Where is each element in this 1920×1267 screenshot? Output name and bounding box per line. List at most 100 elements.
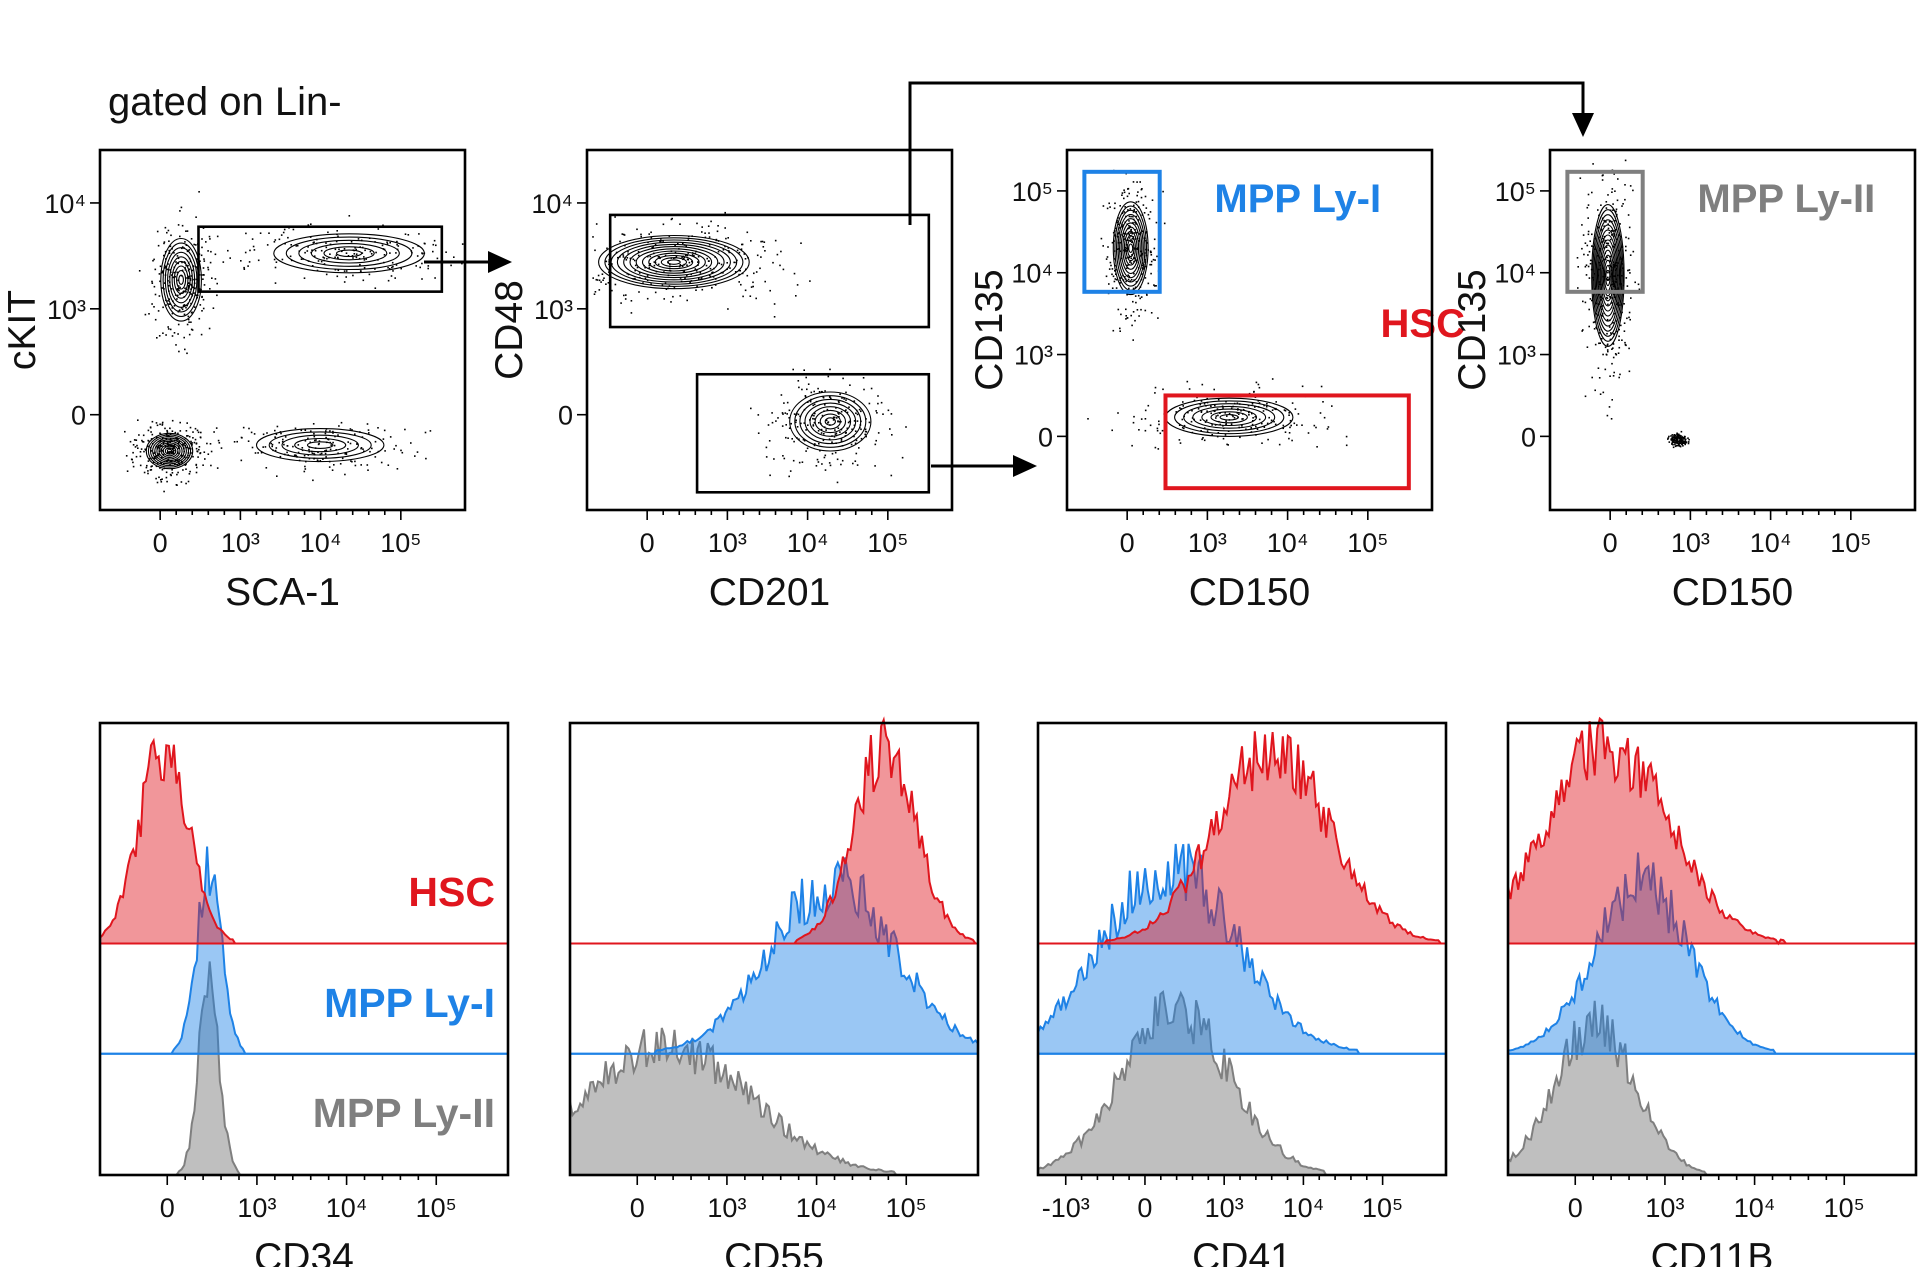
x-tick-label: 0 [630, 1193, 645, 1223]
event-dot [161, 424, 164, 426]
contour-line [145, 432, 194, 470]
event-dot [1134, 259, 1137, 262]
event-dot [192, 455, 194, 458]
event-dot [186, 323, 189, 326]
event-dot [154, 293, 157, 296]
event-dot [1248, 411, 1250, 414]
event-dot [176, 288, 179, 290]
event-dot [386, 243, 389, 245]
event-dot [318, 440, 321, 442]
event-dot [724, 245, 726, 248]
event-dot [781, 425, 784, 427]
event-dot [1140, 196, 1143, 199]
event-dot [1322, 401, 1324, 403]
event-dot [1288, 412, 1290, 414]
contour-line [1210, 411, 1248, 424]
event-dot [837, 412, 839, 414]
event-dot [1307, 432, 1310, 434]
plot-frame [98, 148, 467, 512]
arrow-head [1572, 113, 1594, 137]
contour-line [604, 237, 744, 287]
event-dot [185, 291, 187, 293]
event-dot [787, 437, 789, 439]
event-dot [791, 438, 793, 440]
event-dot [860, 410, 862, 413]
event-dot [1127, 274, 1129, 276]
event-dot [1587, 193, 1590, 196]
event-dot [147, 429, 150, 432]
event-dot [824, 469, 827, 471]
event-dot [338, 248, 340, 251]
event-dot [374, 440, 377, 443]
event-dot [187, 287, 190, 290]
event-dot [354, 433, 356, 435]
event-dot [1141, 252, 1144, 255]
event-dot [890, 413, 893, 415]
event-dot [168, 240, 170, 242]
event-dot [1602, 174, 1604, 176]
event-dot [313, 432, 315, 435]
event-dot [1606, 242, 1608, 245]
event-dot [1132, 215, 1134, 218]
event-dot [190, 328, 193, 331]
event-dot [750, 407, 752, 410]
event-dot [179, 210, 181, 212]
event-dot [853, 400, 856, 402]
event-dot [840, 438, 843, 441]
event-dot [769, 474, 771, 477]
event-dot [1111, 287, 1114, 289]
event-dot [168, 285, 170, 287]
event-dot [329, 430, 331, 432]
event-dot [175, 261, 177, 263]
event-dot [324, 450, 326, 452]
event-dot [138, 270, 141, 272]
event-dot [1102, 245, 1104, 247]
event-dot [1132, 339, 1134, 341]
event-dot [1147, 404, 1150, 407]
x-tick-label: 0 [1603, 528, 1618, 558]
event-dot [1606, 318, 1609, 321]
event-dot [789, 470, 792, 472]
event-dot [191, 269, 194, 272]
event-dot [697, 261, 699, 263]
event-dot [1290, 424, 1292, 427]
event-dot [1607, 278, 1609, 281]
event-dot [143, 450, 145, 453]
contour-line [1602, 254, 1614, 297]
event-dot [709, 275, 712, 278]
event-dot [177, 294, 179, 297]
event-dot [819, 449, 821, 452]
event-dot [1288, 437, 1290, 440]
event-dot [1673, 438, 1675, 441]
event-dot [1595, 302, 1597, 305]
event-dot [1625, 277, 1628, 279]
y-tick-label: 10⁴ [531, 189, 573, 219]
event-dot [172, 276, 175, 279]
event-dot [661, 284, 664, 286]
event-dot [1153, 238, 1156, 241]
event-dot [245, 232, 247, 235]
population-contours [255, 428, 385, 463]
event-dot [195, 244, 197, 246]
event-dot [1591, 376, 1593, 379]
event-dot [1594, 343, 1597, 346]
event-dot [671, 217, 673, 220]
event-dot [697, 255, 700, 258]
event-dot [793, 272, 796, 275]
event-dot [158, 453, 160, 456]
event-dot [209, 443, 212, 445]
contour-line [1219, 414, 1239, 421]
event-dot [831, 441, 833, 443]
event-dot [1206, 410, 1208, 412]
event-dot [161, 421, 164, 424]
event-dot [1594, 389, 1596, 392]
event-dot [313, 435, 316, 438]
event-dot [286, 451, 288, 454]
event-dot [309, 236, 312, 238]
event-dot [833, 416, 836, 419]
event-dot [1288, 414, 1290, 416]
event-dot [822, 439, 825, 442]
event-dot [712, 276, 715, 278]
